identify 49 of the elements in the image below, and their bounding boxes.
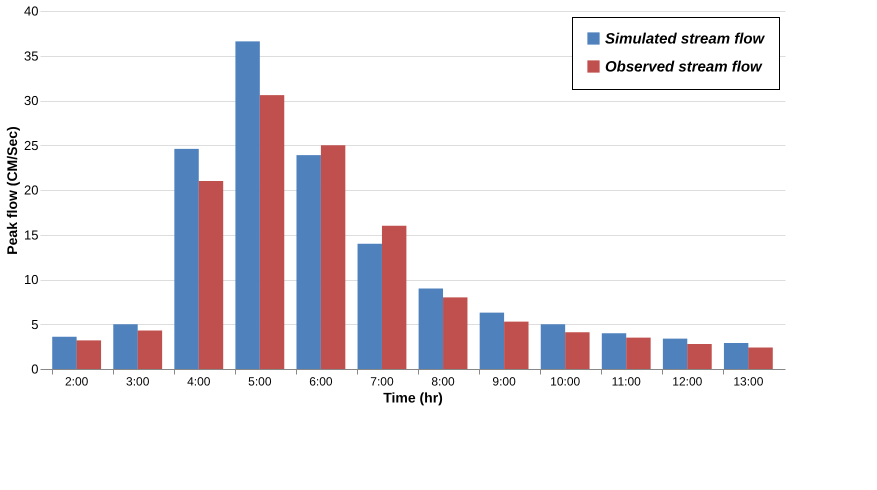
bar (235, 41, 260, 369)
bar (418, 288, 444, 369)
y-tick-label: 25 (24, 138, 38, 153)
x-tick-label: 9:00 (492, 374, 516, 388)
y-tick-label: 0 (31, 362, 38, 376)
legend-label: Simulated stream flow (605, 30, 766, 48)
bar (260, 95, 284, 369)
y-tick-label: 20 (24, 182, 38, 198)
x-tick-label: 7:00 (370, 374, 394, 388)
y-axis-title: Peak flow (CM/Sec) (4, 126, 20, 255)
x-tick-label: 6:00 (309, 374, 333, 388)
bar (198, 181, 224, 369)
bar (565, 332, 590, 369)
legend-label: Observed stream flow (605, 58, 764, 76)
bar (382, 226, 406, 369)
x-tick-label: 2:00 (64, 374, 89, 388)
bar (174, 148, 199, 369)
x-tick-label: 11:00 (612, 374, 642, 388)
bar (52, 336, 77, 369)
y-tick-label: 35 (24, 48, 38, 64)
y-tick-label: 15 (24, 227, 38, 242)
bar (320, 145, 346, 369)
x-tick-label: 13:00 (733, 374, 764, 388)
x-tick-label: 12:00 (672, 374, 703, 388)
bar (662, 338, 688, 369)
bar (504, 322, 529, 369)
x-tick-label: 8:00 (431, 374, 456, 388)
bar (602, 333, 626, 369)
y-tick-label: 40 (24, 4, 38, 18)
y-tick-label: 30 (24, 93, 38, 108)
x-axis-title: Time (hr) (383, 390, 443, 406)
x-tick-label: 3:00 (126, 374, 150, 388)
bar (480, 312, 504, 369)
bar (724, 343, 748, 369)
bar (296, 155, 321, 369)
bar (138, 330, 162, 369)
y-tick-label: 10 (24, 272, 38, 287)
bar (540, 324, 566, 369)
y-tick-label: 5 (31, 316, 38, 332)
x-tick-label: 5:00 (248, 374, 272, 388)
x-tick-label: 4:00 (187, 374, 211, 388)
bar (626, 338, 651, 369)
bar (687, 344, 712, 369)
x-tick-label: 10:00 (550, 374, 581, 388)
bar (748, 348, 773, 369)
bar (76, 340, 102, 369)
bar (443, 297, 468, 369)
bar (358, 244, 382, 369)
bar (113, 324, 138, 369)
